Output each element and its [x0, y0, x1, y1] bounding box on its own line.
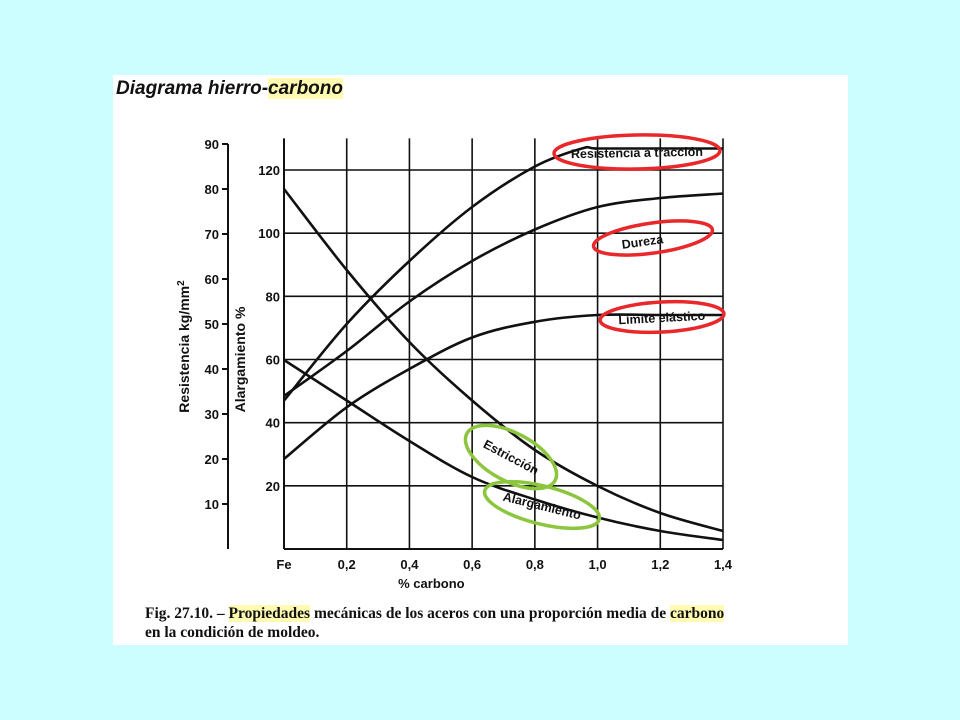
right-axis-tick-label: 80 — [266, 289, 280, 304]
series-line-dureza — [283, 192, 724, 398]
right-axis-tick-label: 20 — [266, 479, 280, 494]
caption-middle: mecánicas de los aceros con una proporci… — [310, 605, 671, 622]
caption-prefix: Fig. 27.10. – — [145, 605, 229, 622]
series-line-limite-elastico — [283, 313, 723, 461]
series-line-alargamiento — [283, 358, 724, 542]
title-highlight: carbono — [268, 78, 343, 99]
series-line-estriccion — [282, 188, 724, 533]
highlight-ellipse-resistencia-a-traccion — [552, 133, 722, 171]
left-axis-tick-label: 10 — [205, 497, 219, 512]
left-axis-tick-label: 70 — [205, 227, 219, 242]
x-axis-tick-label: 1,4 — [714, 557, 733, 572]
left-axis-tick-label: 40 — [205, 362, 219, 377]
x-axis-tick-label: 1,0 — [589, 557, 607, 572]
caption-highlight-carbon: carbono — [670, 605, 725, 622]
left-axis-tick-label: 30 — [205, 407, 219, 422]
series-label-dureza: Dureza — [621, 232, 665, 252]
chart-svg: 10 20 30 40 50 60 70 80 90 Resistencia kg/mm2 20 40… — [176, 133, 733, 591]
right-axis-tick-label: 60 — [266, 353, 280, 368]
left-axis-tick-label: 60 — [205, 272, 219, 287]
right-axis-tick-label: 120 — [258, 163, 280, 178]
figure-caption: Fig. 27.10. – Propiedades mecánicas de l… — [145, 604, 865, 642]
x-axis-tick-label: 0,6 — [463, 557, 481, 572]
x-axis-label: % carbono — [398, 576, 465, 591]
right-axis-tick-label: 40 — [266, 416, 280, 431]
highlight-ellipse-limite-elastico — [598, 299, 726, 335]
x-axis-tick-label: 0,4 — [400, 557, 419, 572]
left-axis-tick-label: 50 — [205, 317, 219, 332]
caption-line2: en la condición de moldeo. — [145, 624, 320, 641]
caption-highlight-properties: Propiedades — [228, 605, 311, 622]
diagram-title: Diagrama hierro-carbono — [116, 78, 343, 100]
x-axis-tick-label: 0,2 — [338, 557, 356, 572]
left-axis-tick-label: 80 — [205, 182, 219, 197]
highlight-ellipse-alargamiento — [482, 479, 602, 531]
series-label-limite-elastico: Límite elástico — [618, 309, 706, 328]
title-text: Diagrama hierro- — [116, 78, 269, 99]
highlight-ellipse-estriccion — [463, 423, 559, 491]
right-axis-tick-label: 100 — [258, 226, 280, 241]
left-axis-tick-label: 20 — [205, 452, 219, 467]
highlight-ellipse-dureza — [591, 219, 715, 257]
right-axis-label: Alargamiento % — [232, 306, 248, 412]
left-axis-label: Resistencia kg/mm2 — [176, 280, 192, 413]
series-line-resistencia-a-traccion — [282, 145, 723, 402]
left-axis-tick-label: 90 — [205, 137, 219, 152]
figure-sheet: Diagrama hierro-carbono 10 20 30 40 50 60 70 80… — [113, 75, 848, 645]
x-axis-tick-label: 0,8 — [526, 557, 544, 572]
series-label-resistencia-a-traccion: Resistencia a tracción — [571, 145, 703, 161]
x-axis-tick-label: 1,2 — [651, 557, 669, 572]
x-axis-tick-label: Fe — [276, 557, 291, 572]
